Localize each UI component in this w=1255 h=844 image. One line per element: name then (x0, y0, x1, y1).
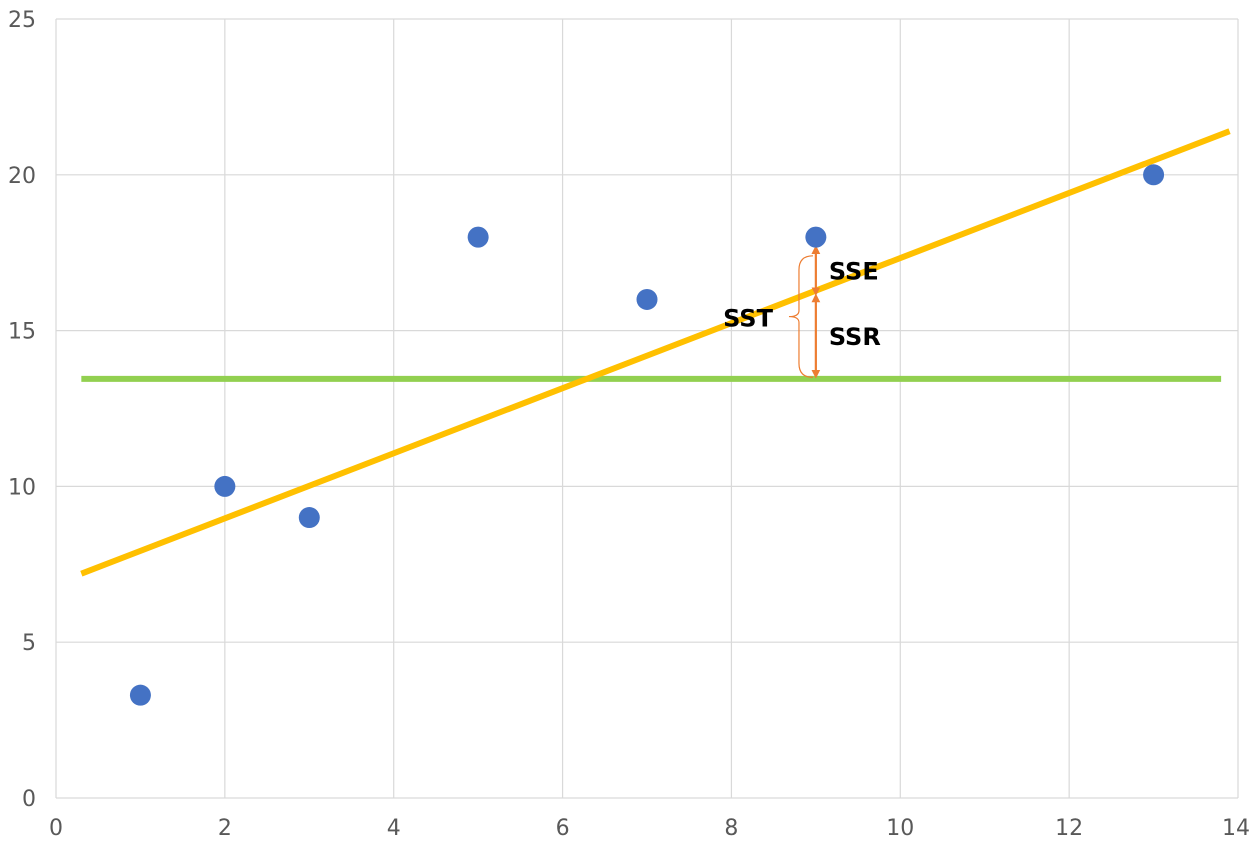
data-points (129, 164, 1165, 706)
x-tick-label: 6 (556, 816, 570, 841)
annotations: SSE SSR SST (723, 245, 881, 379)
x-tick-label: 2 (218, 816, 232, 841)
x-tick-label: 4 (387, 816, 401, 841)
ssr-label: SSR (829, 323, 881, 351)
axis-labels: 0 5 10 15 20 25 0 2 4 6 8 10 12 14 (8, 8, 1250, 841)
data-point (805, 226, 827, 248)
data-point (129, 684, 151, 706)
x-tick-label: 10 (886, 816, 914, 841)
sst-brace (788, 255, 813, 378)
data-point (636, 288, 658, 310)
data-point (1143, 164, 1165, 186)
regression-line (80, 128, 1231, 577)
x-tick-label: 0 (49, 816, 63, 841)
x-tick-label: 12 (1055, 816, 1083, 841)
y-tick-label: 5 (22, 631, 36, 656)
data-point (298, 507, 320, 529)
y-tick-label: 25 (8, 8, 36, 33)
y-tick-label: 0 (22, 787, 36, 812)
grid (55, 18, 1239, 799)
fit-lines (80, 128, 1231, 577)
y-tick-label: 15 (8, 320, 36, 345)
sst-label: SST (723, 305, 773, 333)
x-tick-label: 14 (1222, 816, 1250, 841)
y-tick-label: 20 (8, 164, 36, 189)
x-tick-label: 8 (724, 816, 738, 841)
y-tick-label: 10 (8, 475, 36, 500)
data-point (214, 475, 236, 497)
sse-label: SSE (829, 258, 879, 286)
data-point (467, 226, 489, 248)
